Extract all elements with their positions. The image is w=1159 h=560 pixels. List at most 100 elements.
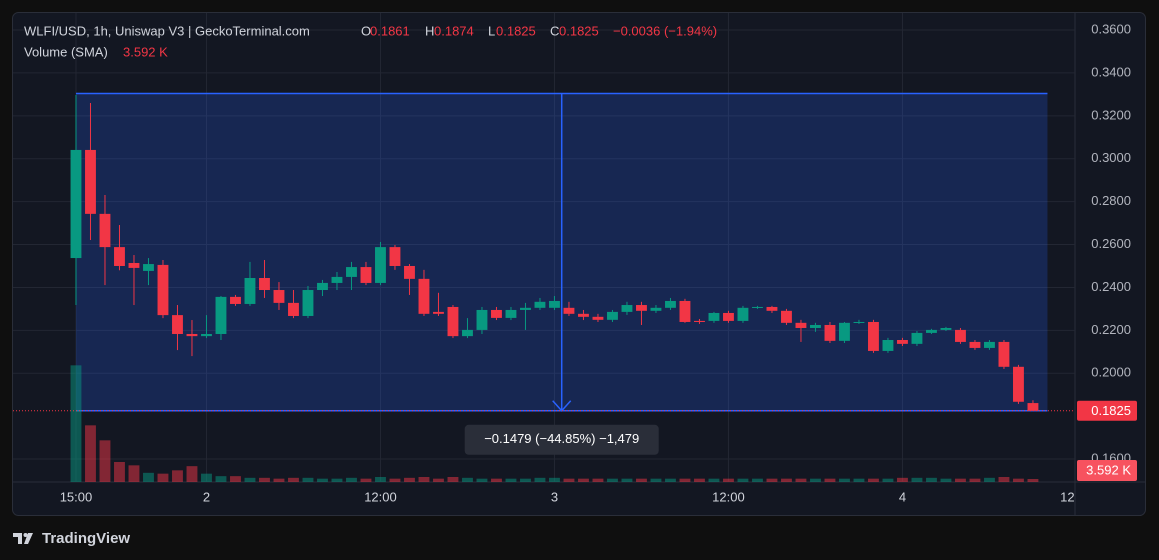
candle-body bbox=[984, 341, 995, 348]
candle-body bbox=[911, 332, 923, 344]
tradingview-logo: TradingView bbox=[13, 530, 130, 547]
candle-body bbox=[607, 311, 618, 320]
volume-bar bbox=[737, 478, 749, 482]
candle-body bbox=[476, 309, 488, 330]
volume-bar bbox=[650, 478, 662, 482]
candle-body bbox=[418, 278, 430, 314]
volume-bar bbox=[404, 477, 415, 482]
candle-body bbox=[665, 300, 676, 308]
candle-body bbox=[1027, 403, 1039, 411]
volume-bar bbox=[273, 478, 285, 482]
overlay: 0.16000.20000.22000.24000.26000.28000.30… bbox=[24, 21, 1137, 481]
volume-bar bbox=[969, 478, 981, 482]
volume-bar bbox=[955, 478, 966, 482]
measure-arrowhead bbox=[552, 400, 572, 412]
volume-bar bbox=[70, 365, 82, 482]
ohlc-key: O bbox=[361, 23, 371, 38]
logo-mark bbox=[23, 533, 28, 537]
candle-body bbox=[955, 329, 966, 342]
volume-bar bbox=[839, 478, 850, 482]
volume-bar bbox=[375, 477, 386, 482]
volume-bar bbox=[998, 477, 1010, 482]
volume-bar bbox=[665, 478, 676, 482]
volume-title: Volume (SMA) bbox=[24, 44, 108, 59]
volume-bar bbox=[679, 478, 691, 482]
candle-body bbox=[781, 310, 792, 323]
candle-body bbox=[694, 320, 705, 322]
last-price-tag bbox=[1077, 400, 1137, 421]
volume-bar bbox=[781, 478, 792, 482]
volume-bar bbox=[186, 466, 198, 482]
candle-body bbox=[549, 300, 560, 308]
ohlc-key: L bbox=[488, 23, 495, 38]
y-tick-label: 0.3600 bbox=[1091, 21, 1131, 36]
volume-bar bbox=[853, 478, 865, 482]
logo-mark bbox=[13, 533, 22, 544]
volume-tag-label: 3.592 K bbox=[1086, 462, 1131, 477]
candle-body bbox=[128, 262, 140, 268]
y-tick-label: 0.2400 bbox=[1091, 279, 1131, 294]
candle-body bbox=[795, 322, 807, 328]
candle-body bbox=[346, 267, 357, 277]
candle-body bbox=[99, 213, 111, 248]
volume-tag bbox=[1077, 460, 1137, 481]
volume-bar bbox=[143, 472, 154, 482]
volume-bar bbox=[317, 478, 328, 482]
candle-body bbox=[868, 321, 879, 351]
volume-bar bbox=[636, 478, 647, 482]
y-tick-label: 0.3400 bbox=[1091, 64, 1131, 79]
volume-bar bbox=[868, 478, 879, 482]
volume-bar bbox=[520, 478, 531, 482]
candle-body bbox=[824, 324, 836, 341]
x-tick-label: 3 bbox=[551, 489, 558, 504]
volume-bar bbox=[752, 478, 763, 482]
candle-body bbox=[563, 307, 575, 314]
volume-value: 3.592 K bbox=[123, 44, 168, 59]
y-tick-label: 0.2800 bbox=[1091, 193, 1131, 208]
candle-body bbox=[853, 321, 865, 323]
candle-body bbox=[723, 312, 734, 321]
volume-bar bbox=[1027, 479, 1039, 482]
brand-name: TradingView bbox=[42, 530, 130, 547]
volume-bar bbox=[810, 478, 821, 482]
x-tick-label: 4 bbox=[899, 489, 906, 504]
ohlc-key: H bbox=[425, 23, 434, 38]
x-tick-label: 15:00 bbox=[60, 489, 93, 504]
y-tick-label: 0.2000 bbox=[1091, 365, 1131, 380]
candle-body bbox=[288, 302, 299, 316]
volume-bar bbox=[172, 470, 183, 482]
volume-bar bbox=[302, 477, 314, 482]
candle-body bbox=[1013, 366, 1024, 402]
candle-body bbox=[998, 341, 1010, 367]
volume-bar bbox=[897, 477, 908, 482]
y-tick-label: 0.2200 bbox=[1091, 322, 1131, 337]
volume-bar bbox=[534, 477, 546, 482]
candle-body bbox=[592, 316, 604, 320]
candle-body bbox=[737, 307, 749, 321]
volume-bar bbox=[911, 477, 923, 482]
candle-body bbox=[85, 149, 96, 214]
x-tick-label: 12:00 bbox=[712, 489, 745, 504]
candle-body bbox=[505, 309, 517, 318]
volume-bar bbox=[99, 440, 111, 482]
candle-body bbox=[839, 322, 850, 341]
candle-body bbox=[447, 306, 459, 337]
volume-bar bbox=[824, 478, 836, 482]
candle-body bbox=[462, 329, 473, 337]
volume-bar bbox=[85, 425, 96, 482]
chart-title: WLFI/USD, 1h, Uniswap V3 | GeckoTerminal… bbox=[24, 23, 310, 38]
candle-body bbox=[230, 296, 241, 304]
candle-body bbox=[433, 311, 444, 314]
volume-bar bbox=[259, 477, 270, 482]
x-tick-label: 12:00 bbox=[1060, 489, 1093, 504]
volume-bar bbox=[621, 478, 633, 482]
ohlc-value: 0.1874 bbox=[434, 23, 474, 38]
time-axis: 15:00 2 12:00 3 12:00 4 12:00 bbox=[60, 489, 1093, 504]
candle-body bbox=[752, 306, 763, 308]
volume-bar bbox=[882, 478, 894, 482]
y-tick-label: 0.2600 bbox=[1091, 236, 1131, 251]
volume-bar bbox=[940, 478, 952, 482]
volume-bar bbox=[230, 476, 241, 482]
volume-bar bbox=[723, 478, 734, 482]
